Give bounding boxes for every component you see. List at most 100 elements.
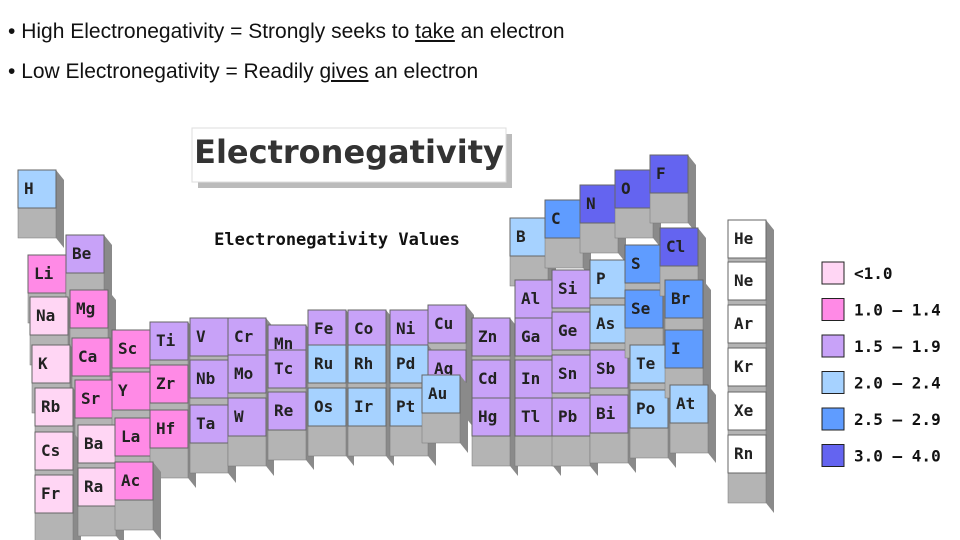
element: Rn <box>727 434 774 513</box>
element-symbol: O <box>621 179 631 198</box>
title-box <box>191 127 507 183</box>
legend-label: 3.0 — 4.0 <box>854 447 941 466</box>
element-base <box>629 427 669 459</box>
element: Re <box>267 391 314 470</box>
element-base <box>389 425 429 457</box>
element-symbol: Ti <box>156 331 176 350</box>
element-face <box>347 344 387 384</box>
element-symbol: Ba <box>84 434 103 453</box>
element-symbol: Ar <box>734 314 753 333</box>
element-symbol: Li <box>34 264 54 283</box>
element-face <box>727 391 767 431</box>
element-symbol: Si <box>558 279 578 298</box>
legend-swatch <box>821 334 845 358</box>
element-face <box>427 304 467 344</box>
element-base <box>727 472 767 504</box>
element-symbol: Rn <box>734 444 753 463</box>
element-face <box>727 304 767 344</box>
element-symbol: Se <box>631 299 650 318</box>
element-base <box>614 207 654 239</box>
element-face <box>267 391 307 431</box>
element-side <box>56 170 64 248</box>
element-base <box>514 435 554 467</box>
element-symbol: Kr <box>734 357 753 376</box>
element-face <box>347 387 387 427</box>
legend-label: 1.0 — 1.4 <box>854 301 941 320</box>
element-face <box>114 417 154 457</box>
element: Au <box>421 374 468 453</box>
element-face <box>727 261 767 301</box>
element-face <box>727 347 767 387</box>
element-face <box>579 184 619 224</box>
element-face <box>551 397 591 437</box>
element-base <box>267 429 307 461</box>
element-face <box>34 431 74 471</box>
element-symbol: P <box>596 269 606 288</box>
element-face <box>471 317 511 357</box>
element-face <box>649 154 689 194</box>
element-face <box>149 364 189 404</box>
element-face <box>514 397 554 437</box>
element-symbol: S <box>631 254 641 273</box>
element-face <box>589 394 629 434</box>
element-face <box>624 289 664 329</box>
element-symbol: Ir <box>354 397 373 416</box>
element-face <box>614 169 654 209</box>
element-base <box>189 442 229 474</box>
element-face <box>514 359 554 399</box>
element-face <box>471 359 511 399</box>
element-symbol: Ca <box>78 347 97 366</box>
element-symbol: Ne <box>734 271 753 290</box>
element-base <box>114 499 154 531</box>
element: Ir <box>347 387 394 466</box>
element-face <box>65 234 105 274</box>
figure-title: Electronegativity <box>194 133 504 171</box>
element-face <box>27 254 67 294</box>
element-face <box>149 409 189 449</box>
element-symbol: Bi <box>596 404 616 423</box>
element-symbol: H <box>24 179 34 198</box>
element-symbol: Cd <box>478 369 497 388</box>
element-symbol: Ni <box>396 319 416 338</box>
element: Ac <box>114 461 161 540</box>
element-symbol: As <box>596 314 615 333</box>
element-symbol: W <box>234 407 244 426</box>
bullet-underlined: take <box>415 20 455 43</box>
element-symbol: Zn <box>478 327 497 346</box>
element: H <box>17 169 64 248</box>
bullet-underlined: gives <box>319 60 369 83</box>
element-symbol: Sb <box>596 359 615 378</box>
legend-swatch <box>821 407 845 431</box>
element-base <box>17 207 57 239</box>
element-face <box>544 199 584 239</box>
element-base <box>649 192 689 224</box>
element-symbol: Rb <box>41 397 60 416</box>
element-symbol: Au <box>428 384 447 403</box>
element-base <box>589 432 629 464</box>
element-face <box>189 359 229 399</box>
element-symbol: Re <box>274 401 293 420</box>
element-symbol: Fe <box>314 319 333 338</box>
legend-swatch <box>821 371 845 394</box>
element-face <box>69 289 109 329</box>
element-face <box>551 269 591 309</box>
element-symbol: Mn <box>274 334 293 353</box>
element-symbol: Cr <box>234 327 253 346</box>
figure-subtitle: Electronegativity Values <box>214 230 460 250</box>
element-symbol: Ru <box>314 354 333 373</box>
element-symbol: La <box>121 427 140 446</box>
element-symbol: K <box>38 354 48 373</box>
element: Fr <box>34 474 81 540</box>
element-face <box>77 467 117 507</box>
element-symbol: In <box>521 369 540 388</box>
element-symbol: Po <box>636 399 655 418</box>
element-symbol: Ag <box>434 359 453 378</box>
element-symbol: Al <box>521 289 540 308</box>
element-symbol: I <box>671 339 681 358</box>
element-symbol: Cl <box>666 237 685 256</box>
element-symbol: Ra <box>84 477 103 496</box>
bullet-text: Low Electronegativity = Readily <box>21 60 320 83</box>
legend-label: 1.5 — 1.9 <box>854 337 941 356</box>
